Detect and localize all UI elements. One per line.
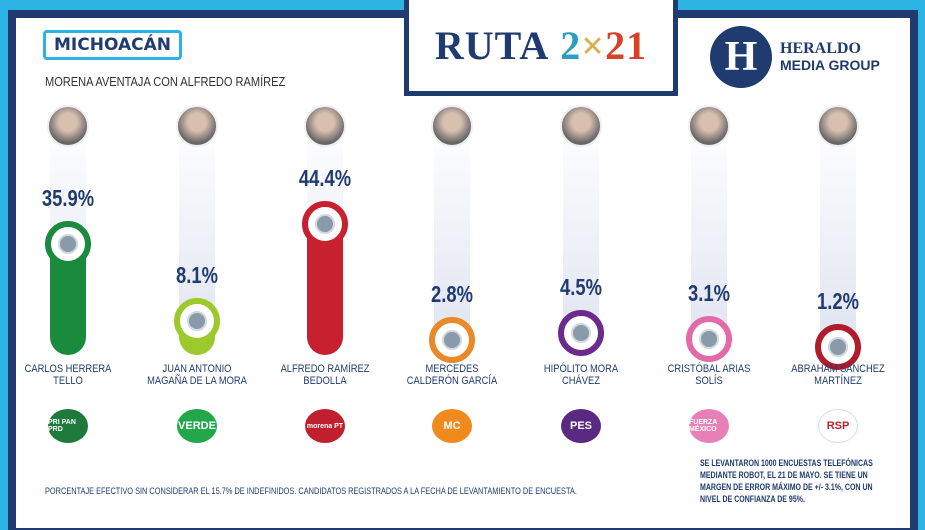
party-logo: PES [561, 409, 601, 443]
bar-knob [686, 316, 732, 362]
party-logo: morena PT [305, 409, 345, 443]
heraldo-logo: H HERALDO MEDIA GROUP [710, 26, 880, 88]
bar-knob [558, 310, 604, 356]
data-label: 4.5% [560, 274, 602, 300]
data-label: 8.1% [176, 262, 218, 288]
party-logo: VERDE [177, 409, 217, 443]
methodology-note: SE LEVANTARON 1000 ENCUESTAS TELEFÓNICAS… [700, 458, 873, 504]
candidate-photo [431, 105, 473, 147]
bar-knob [302, 201, 348, 247]
bar-knob [429, 317, 475, 363]
party-logo: FUERZA MÉXICO [689, 409, 729, 443]
bar-knob [174, 298, 220, 344]
ruta-2021-logo: RUTA 2 × 21 [404, 0, 678, 96]
state-badge: MICHOACÁN [43, 30, 182, 60]
candidate-name: ALFREDO RAMÍREZ BEDOLLA [280, 363, 370, 387]
data-label: 1.2% [817, 288, 859, 314]
bar-knob [45, 221, 91, 267]
party-logo: MC [432, 409, 472, 443]
party-logo: PRI PAN PRD [48, 409, 88, 443]
bar-knob [815, 324, 861, 370]
candidate-photo [688, 105, 730, 147]
candidate-photo [560, 105, 602, 147]
candidate-name: CARLOS HERRERA TELLO [24, 363, 112, 387]
candidate-name: ABRAHAM SÁNCHEZ MARTÍNEZ [791, 363, 885, 387]
bar-track [434, 120, 470, 355]
candidate-name: HIPÓLITO MORA CHÁVEZ [543, 363, 619, 387]
bar-track [691, 120, 727, 355]
data-label: 44.4% [298, 165, 352, 191]
candidate-photo [817, 105, 859, 147]
footnote: PORCENTAJE EFECTIVO SIN CONSIDERAR EL 15… [45, 486, 577, 496]
candidate-photo [176, 105, 218, 147]
data-label: 35.9% [41, 185, 95, 211]
candidate-photo [304, 105, 346, 147]
candidate-name: CRISTÓBAL ARIAS SOLÍS [667, 363, 751, 387]
bar-track [820, 120, 856, 355]
data-label: 2.8% [431, 281, 473, 307]
candidate-photo [47, 105, 89, 147]
candidate-name: JUAN ANTONIO MAGAÑA DE LA MORA [147, 363, 247, 387]
party-logo: RSP [818, 409, 858, 443]
candidate-name: MERCEDES CALDERÓN GARCÍA [406, 363, 498, 387]
headline: MORENA AVENTAJA CON ALFREDO RAMÍREZ [45, 74, 286, 89]
data-label: 3.1% [688, 280, 730, 306]
